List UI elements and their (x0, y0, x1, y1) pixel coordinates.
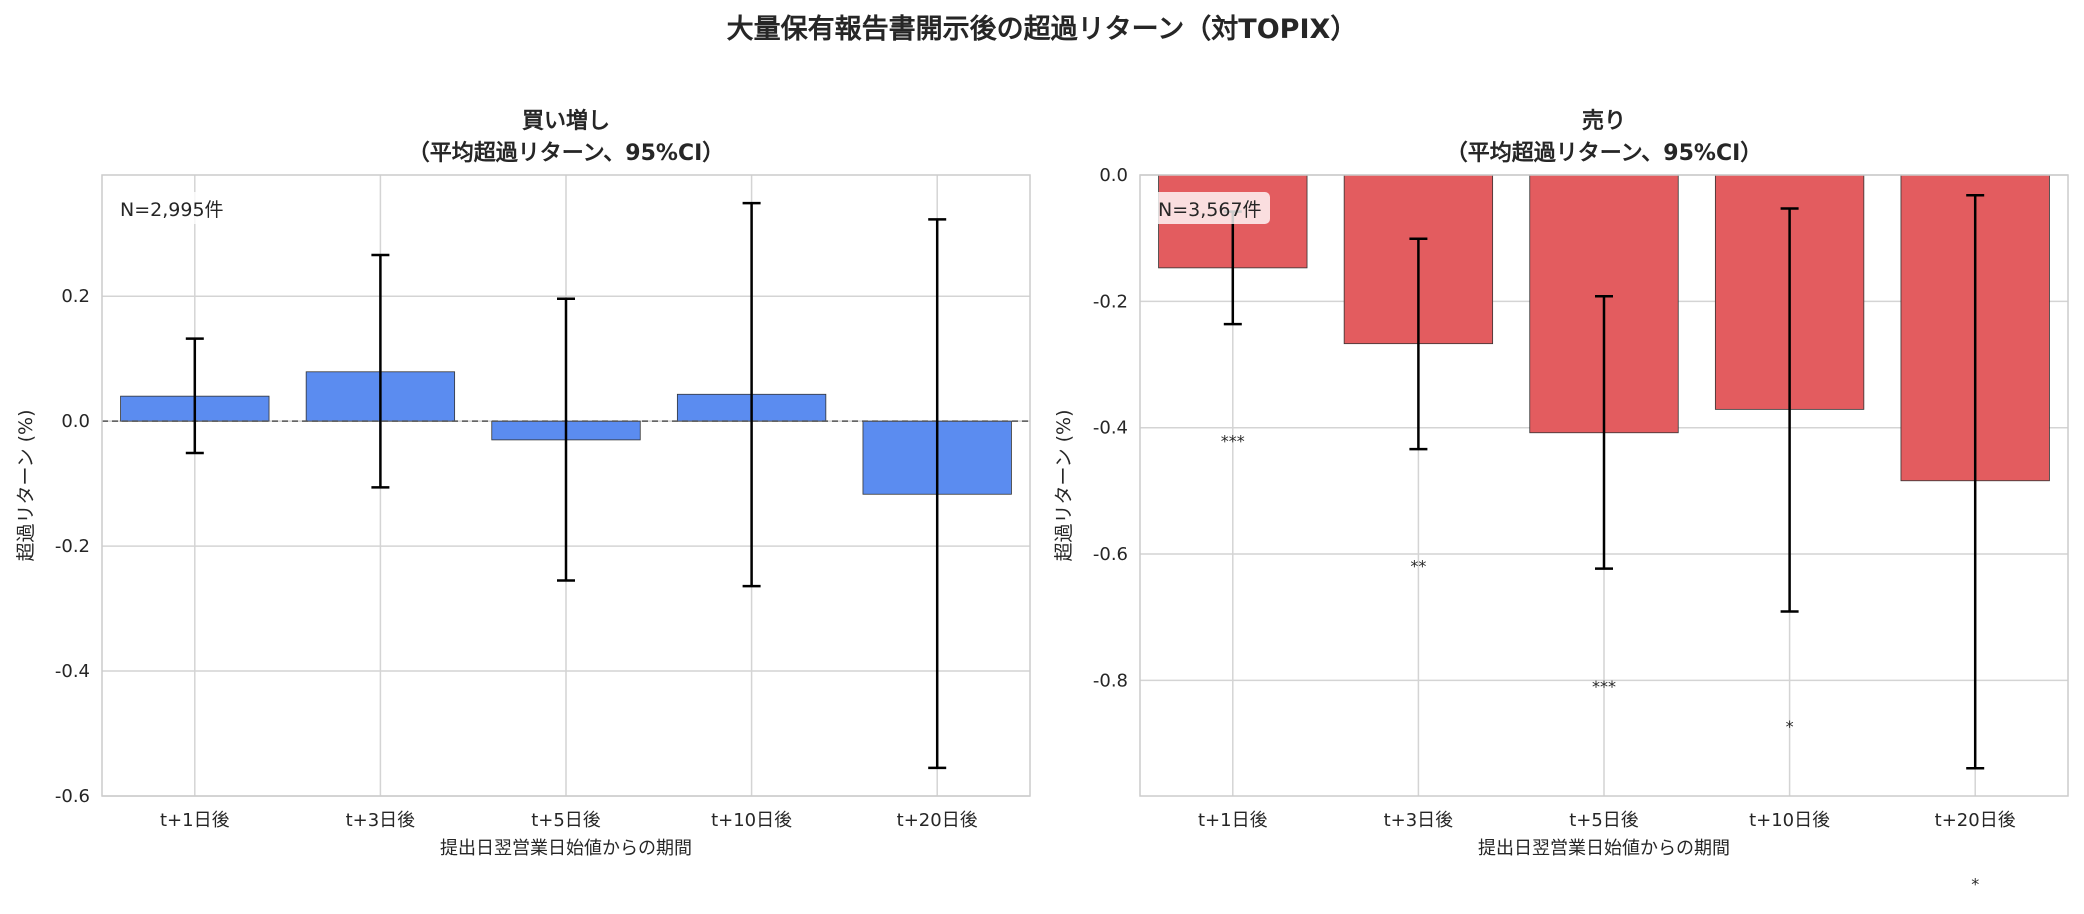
y-tick-label: -0.2 (55, 536, 90, 557)
x-axis-label: 提出日翌営業日始値からの期間 (440, 838, 692, 859)
y-tick-label: -0.6 (1093, 544, 1128, 565)
x-tick-label: t+5日後 (531, 810, 601, 831)
sample-size-annotation: N=3,567件 (1158, 199, 1262, 221)
y-axis-label: 超過リターン (%) (15, 410, 37, 562)
significance-marker: ** (1410, 557, 1426, 576)
chart-buy: 買い増し （平均超過リターン、95%CI） 0.2 0.0 -0.2 -0.4 -0.6 t+… (15, 108, 1031, 859)
x-tick-label: t+20日後 (1935, 810, 2016, 831)
chart-sell: 売り （平均超過リターン、95%CI） 0.0 -0.2 -0.4 -0.6 -0.8 t+1… (1053, 108, 2069, 893)
x-tick-label: t+10日後 (711, 810, 792, 831)
annotation-box (114, 192, 232, 224)
x-tick-label: t+5日後 (1569, 810, 1639, 831)
x-tick-label: t+1日後 (160, 810, 230, 831)
y-tick-label: -0.8 (1093, 670, 1128, 691)
significance-marker: *** (1592, 677, 1616, 696)
significance-marker: *** (1221, 431, 1245, 450)
plot-frame (101, 174, 1031, 797)
y-tick-label: -0.4 (55, 661, 90, 682)
y-tick-label: -0.6 (55, 786, 90, 807)
x-tick-label: t+3日後 (1384, 810, 1454, 831)
y-tick-label: 0.0 (1099, 165, 1128, 186)
sample-size-annotation: N=2,995件 (120, 199, 224, 221)
figure-title: 大量保有報告書開示後の超過リターン（対TOPIX） (727, 14, 1358, 45)
x-tick-label: t+10日後 (1749, 810, 1830, 831)
chart-subtitle: （平均超過リターン、95%CI） (408, 140, 725, 166)
chart-title: 買い増し (522, 108, 610, 134)
annotation-box (1152, 192, 1270, 224)
x-tick-label: t+20日後 (897, 810, 978, 831)
y-tick-label: -0.2 (1093, 291, 1128, 312)
x-axis-label: 提出日翌営業日始値からの期間 (1478, 838, 1730, 859)
significance-marker: * (1971, 874, 1979, 893)
chart-subtitle: （平均超過リターン、95%CI） (1446, 140, 1763, 166)
x-tick-label: t+1日後 (1198, 810, 1268, 831)
y-axis-label: 超過リターン (%) (1053, 410, 1075, 562)
x-tick-label: t+3日後 (346, 810, 416, 831)
chart-title: 売り (1582, 108, 1626, 134)
plot-frame (1139, 174, 2069, 797)
significance-marker: * (1786, 717, 1794, 736)
y-tick-label: 0.2 (61, 286, 90, 307)
y-tick-label: -0.4 (1093, 418, 1128, 439)
y-tick-label: 0.0 (61, 411, 90, 432)
